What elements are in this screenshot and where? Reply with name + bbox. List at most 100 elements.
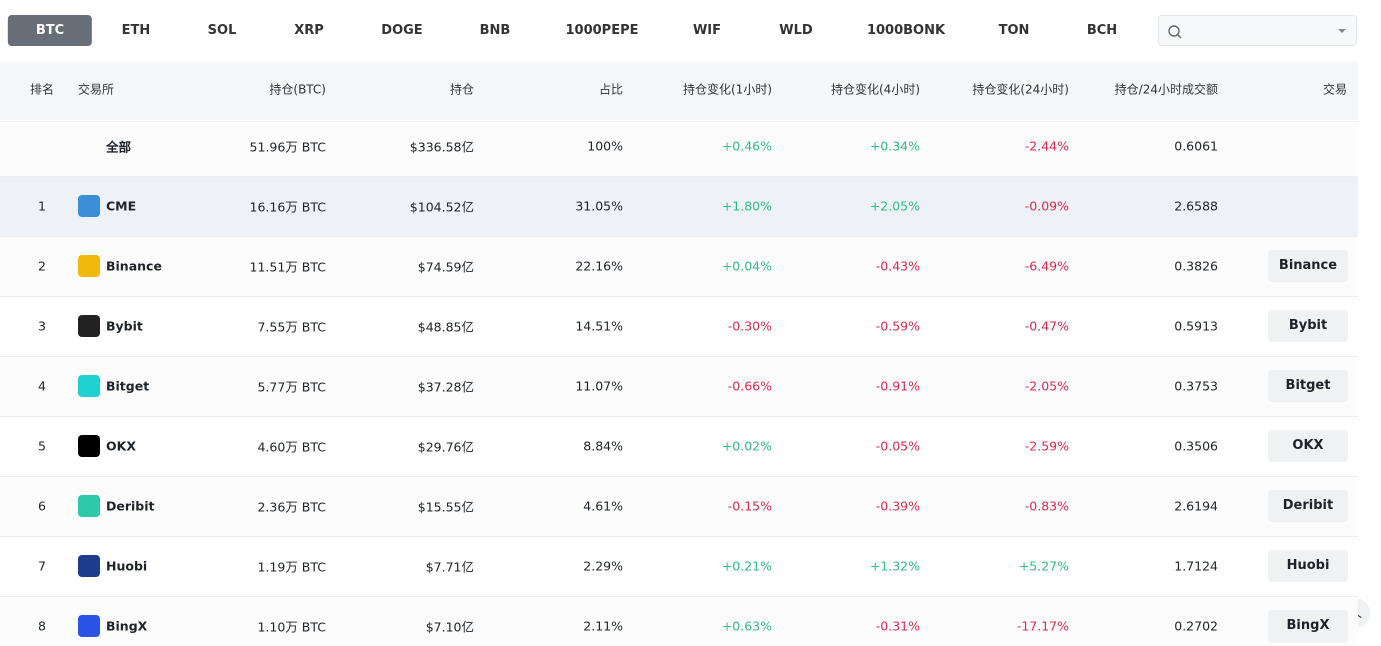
cell-text: 1.19万 BTC xyxy=(257,559,326,575)
cell-text: 100% xyxy=(587,138,623,154)
exchange-name: BingX xyxy=(106,618,148,634)
cell-text: -6.49% xyxy=(1024,258,1069,274)
cell-text: $48.85亿 xyxy=(417,319,474,335)
cell-text: -0.91% xyxy=(875,378,920,394)
table-row[interactable] xyxy=(0,416,1358,476)
cell-text: $15.55亿 xyxy=(417,499,474,515)
search-icons xyxy=(1168,25,1346,39)
tab[interactable]: TON xyxy=(998,23,1030,38)
cell-text: 3 xyxy=(38,318,46,334)
tab[interactable]: 1000BONK xyxy=(866,23,946,38)
exchange-icon xyxy=(78,495,100,517)
cell-text: 2.29% xyxy=(583,558,623,574)
exchange-name: 全部 xyxy=(106,139,132,155)
cell-text: +0.46% xyxy=(721,138,772,154)
cell-text: 31.05% xyxy=(575,198,623,214)
cell-text: 8.84% xyxy=(583,438,623,454)
tab[interactable]: SOL xyxy=(207,23,237,38)
exchange-name: Bybit xyxy=(106,318,143,334)
cell-text: 4 xyxy=(38,378,46,394)
cell-text: 4.61% xyxy=(583,498,623,514)
trade-button[interactable]: Binance xyxy=(1268,250,1348,282)
column-header: 占比 xyxy=(598,82,623,97)
tab[interactable]: ETH xyxy=(121,23,151,38)
cell-text: $104.52亿 xyxy=(409,199,474,215)
exchange-name: Deribit xyxy=(106,498,155,514)
cell-text: $7.10亿 xyxy=(425,619,474,635)
column-header: 持仓变化(24小时) xyxy=(972,82,1069,97)
cell-text: -2.05% xyxy=(1024,378,1069,394)
cell-text: 6 xyxy=(38,498,46,514)
cell-text: 0.3753 xyxy=(1174,378,1218,394)
cell-text: -0.43% xyxy=(875,258,920,274)
cell-text: 7 xyxy=(38,558,46,574)
cell-text: $336.58亿 xyxy=(409,139,474,155)
table-row[interactable] xyxy=(0,476,1358,536)
table-row[interactable] xyxy=(0,536,1358,596)
cell-text: +1.32% xyxy=(869,558,920,574)
cell-text: 2.36万 BTC xyxy=(257,499,326,515)
cell-text: $29.76亿 xyxy=(417,439,474,455)
column-header: 持仓 xyxy=(449,82,474,97)
tab[interactable]: BCH xyxy=(1086,23,1118,38)
tab[interactable]: BTC xyxy=(7,15,93,46)
cell-text: +0.34% xyxy=(869,138,920,154)
trade-button[interactable]: Deribit xyxy=(1268,490,1348,522)
cell-text: -2.59% xyxy=(1024,438,1069,454)
table-row[interactable] xyxy=(0,176,1358,236)
tab[interactable]: BNB xyxy=(479,23,511,38)
column-header: 持仓/24小时成交额 xyxy=(1114,82,1218,97)
table-row[interactable] xyxy=(0,121,1358,176)
cell-text: $7.71亿 xyxy=(425,559,474,575)
cell-text: -0.15% xyxy=(727,498,772,514)
cell-text: 1 xyxy=(38,198,46,214)
column-header: 持仓变化(1小时) xyxy=(683,82,772,97)
column-header: 交易 xyxy=(1322,82,1347,97)
cell-text: -0.66% xyxy=(727,378,772,394)
exchange-icon xyxy=(78,315,100,337)
trade-button[interactable]: Bybit xyxy=(1268,310,1348,342)
exchange-icon xyxy=(78,375,100,397)
trade-button[interactable]: BingX xyxy=(1268,610,1348,642)
exchange-icon xyxy=(78,555,100,577)
cell-text: -0.83% xyxy=(1024,498,1069,514)
cell-text: 7.55万 BTC xyxy=(257,319,326,335)
tab[interactable]: WLD xyxy=(779,23,813,38)
table-row[interactable] xyxy=(0,236,1358,296)
trade-button[interactable]: OKX xyxy=(1268,430,1348,462)
exchange-name: CME xyxy=(106,198,137,214)
cell-text: 16.16万 BTC xyxy=(249,199,326,215)
trade-button[interactable]: Huobi xyxy=(1268,550,1348,582)
cell-text: 14.51% xyxy=(575,318,623,334)
cell-text: $74.59亿 xyxy=(417,259,474,275)
cell-text: $37.28亿 xyxy=(417,379,474,395)
column-header: 持仓(BTC) xyxy=(269,82,326,97)
exchange-name: Bitget xyxy=(106,378,150,394)
cell-text: -0.30% xyxy=(727,318,772,334)
tab[interactable]: 1000PEPE xyxy=(565,23,639,38)
tab[interactable]: DOGE xyxy=(381,23,423,38)
cell-text: 0.3506 xyxy=(1174,438,1218,454)
table-row[interactable] xyxy=(0,296,1358,356)
search-box[interactable] xyxy=(1158,15,1357,46)
cell-text: 2.11% xyxy=(583,618,623,634)
table-row[interactable] xyxy=(0,596,1358,646)
tab[interactable]: XRP xyxy=(294,23,324,38)
cell-text: -0.05% xyxy=(875,438,920,454)
cell-text: 4.60万 BTC xyxy=(257,439,326,455)
tab[interactable]: WIF xyxy=(692,23,722,38)
cell-text: 0.5913 xyxy=(1174,318,1218,334)
cell-text: 0.2702 xyxy=(1174,618,1218,634)
column-header: 排名 xyxy=(29,82,54,97)
table-row[interactable] xyxy=(0,356,1358,416)
cell-text: 8 xyxy=(38,618,46,634)
cell-text: 0.6061 xyxy=(1174,138,1218,154)
cell-text: 2 xyxy=(38,258,46,274)
cell-text: +0.02% xyxy=(721,438,772,454)
cell-text: +2.05% xyxy=(869,198,920,214)
trade-button[interactable]: Bitget xyxy=(1268,370,1348,402)
cell-text: 11.51万 BTC xyxy=(249,259,326,275)
exchange-icon xyxy=(78,615,100,637)
cell-text: +0.63% xyxy=(721,618,772,634)
